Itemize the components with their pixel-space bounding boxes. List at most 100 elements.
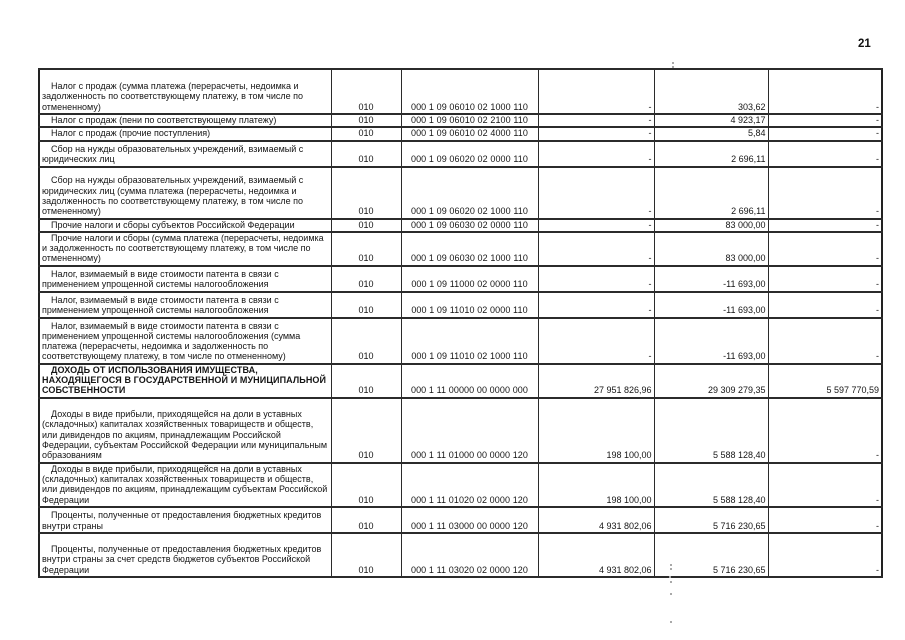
cell-value-deviation: - — [767, 217, 883, 233]
scan-artifact — [670, 621, 672, 623]
table-row: Налог, взимаемый в виде стоимости патент… — [38, 290, 883, 319]
cell-description: Проценты, полученные от предоставления б… — [38, 531, 332, 578]
table-row: Проценты, полученные от предоставления б… — [38, 505, 883, 534]
cell-value-approved: - — [537, 68, 655, 115]
cell-description: Проценты, полученные от предоставления б… — [38, 505, 332, 534]
cell-description: Налог, взимаемый в виде стоимости патент… — [38, 290, 332, 319]
cell-value-deviation: - — [767, 461, 883, 508]
table-row: ДОХОДЬ ОТ ИСПОЛЬЗОВАНИЯ ИМУЩЕСТВА, НАХОД… — [38, 362, 883, 399]
cell-value-executed: -11 693,00 — [653, 290, 769, 319]
cell-description: Налог с продаж (пени по соответствующему… — [38, 112, 332, 129]
cell-line-code: 010 — [330, 396, 402, 464]
cell-value-approved: 198 100,00 — [537, 396, 655, 464]
budget-table: Налог с продаж (сумма платежа (перерасче… — [38, 68, 883, 578]
scan-artifact — [672, 62, 674, 64]
scan-artifact — [670, 581, 672, 583]
cell-value-approved: 198 100,00 — [537, 461, 655, 508]
cell-description: Доходы в виде прибыли, приходящейся на д… — [38, 396, 332, 464]
cell-line-code: 010 — [330, 461, 402, 508]
cell-line-code: 010 — [330, 264, 402, 293]
cell-budget-classification-code: 000 1 11 03020 02 0000 120 — [400, 531, 539, 578]
cell-description: Налог с продаж (прочие поступления) — [38, 126, 332, 142]
table-body: Налог с продаж (сумма платежа (перерасче… — [38, 68, 883, 578]
cell-value-deviation: - — [767, 531, 883, 578]
cell-value-deviation: - — [767, 505, 883, 534]
cell-value-executed: 4 923,17 — [653, 112, 769, 129]
cell-description: Налог с продаж (сумма платежа (перерасче… — [38, 68, 332, 115]
cell-description: Доходы в виде прибыли, приходящейся на д… — [38, 461, 332, 508]
cell-value-deviation: - — [767, 290, 883, 319]
cell-value-executed: 5,84 — [653, 126, 769, 142]
cell-value-approved: 4 931 802,06 — [537, 505, 655, 534]
cell-budget-classification-code: 000 1 09 06020 02 0000 110 — [400, 139, 539, 168]
cell-line-code: 010 — [330, 68, 402, 115]
cell-budget-classification-code: 000 1 09 11010 02 0000 110 — [400, 290, 539, 319]
cell-value-approved: - — [537, 290, 655, 319]
cell-value-approved: 4 931 802,06 — [537, 531, 655, 578]
cell-value-executed: 5 716 230,65 — [653, 505, 769, 534]
cell-budget-classification-code: 000 1 09 06010 02 2100 110 — [400, 112, 539, 129]
cell-value-deviation: - — [767, 68, 883, 115]
cell-value-approved: - — [537, 264, 655, 293]
cell-description: Прочие налоги и сборы (сумма платежа (пе… — [38, 230, 332, 267]
table-row: Налог, взимаемый в виде стоимости патент… — [38, 264, 883, 293]
cell-value-approved: - — [537, 230, 655, 267]
cell-value-executed: 2 696,11 — [653, 139, 769, 168]
cell-value-executed: 5 588 128,40 — [653, 396, 769, 464]
cell-value-executed: 5 716 230,65 — [653, 531, 769, 578]
cell-value-executed: 5 588 128,40 — [653, 461, 769, 508]
cell-value-deviation: - — [767, 126, 883, 142]
cell-description: Прочие налоги и сборы субъектов Российск… — [38, 217, 332, 233]
scan-artifact — [669, 576, 671, 578]
cell-value-executed: -11 693,00 — [653, 264, 769, 293]
cell-value-approved: - — [537, 126, 655, 142]
cell-line-code: 010 — [330, 230, 402, 267]
cell-value-deviation: - — [767, 316, 883, 365]
cell-value-executed: 83 000,00 — [653, 230, 769, 267]
cell-value-approved: - — [537, 316, 655, 365]
cell-line-code: 010 — [330, 531, 402, 578]
cell-value-approved: 27 951 826,96 — [537, 362, 655, 399]
cell-budget-classification-code: 000 1 11 01020 02 0000 120 — [400, 461, 539, 508]
table-row: Налог с продаж (сумма платежа (перерасче… — [38, 68, 883, 115]
cell-description: Сбор на нужды образовательных учреждений… — [38, 139, 332, 168]
scan-artifact — [670, 564, 672, 566]
cell-budget-classification-code: 000 1 11 01000 00 0000 120 — [400, 396, 539, 464]
table-row: Прочие налоги и сборы субъектов Российск… — [38, 217, 883, 233]
cell-value-approved: - — [537, 112, 655, 129]
cell-line-code: 010 — [330, 316, 402, 365]
cell-budget-classification-code: 000 1 09 06020 02 1000 110 — [400, 165, 539, 220]
cell-value-deviation: 5 597 770,59 — [767, 362, 883, 399]
table-row: Налог, взимаемый в виде стоимости патент… — [38, 316, 883, 365]
cell-line-code: 010 — [330, 505, 402, 534]
page-number: 21 — [858, 38, 871, 50]
cell-value-deviation: - — [767, 396, 883, 464]
cell-description: ДОХОДЬ ОТ ИСПОЛЬЗОВАНИЯ ИМУЩЕСТВА, НАХОД… — [38, 362, 332, 399]
cell-budget-classification-code: 000 1 09 06010 02 1000 110 — [400, 68, 539, 115]
table-row: Прочие налоги и сборы (сумма платежа (пе… — [38, 230, 883, 267]
cell-budget-classification-code: 000 1 09 11000 02 0000 110 — [400, 264, 539, 293]
cell-line-code: 010 — [330, 139, 402, 168]
table-row: Сбор на нужды образовательных учреждений… — [38, 165, 883, 220]
cell-value-executed: 303,62 — [653, 68, 769, 115]
cell-line-code: 010 — [330, 112, 402, 129]
table-row: Налог с продаж (пени по соответствующему… — [38, 112, 883, 129]
table-row: Доходы в виде прибыли, приходящейся на д… — [38, 396, 883, 464]
cell-value-executed: 29 309 279,35 — [653, 362, 769, 399]
cell-value-deviation: - — [767, 139, 883, 168]
cell-value-approved: - — [537, 217, 655, 233]
budget-report-table: Налог с продаж (сумма платежа (перерасче… — [38, 68, 883, 578]
cell-line-code: 010 — [330, 362, 402, 399]
cell-value-approved: - — [537, 165, 655, 220]
cell-value-executed: -11 693,00 — [653, 316, 769, 365]
table-row: Сбор на нужды образовательных учреждений… — [38, 139, 883, 168]
cell-value-deviation: - — [767, 264, 883, 293]
scan-artifact — [670, 568, 672, 570]
cell-budget-classification-code: 000 1 09 06030 02 0000 110 — [400, 217, 539, 233]
cell-value-executed: 83 000,00 — [653, 217, 769, 233]
cell-description: Налог, взимаемый в виде стоимости патент… — [38, 316, 332, 365]
scan-artifact — [672, 66, 674, 68]
cell-value-approved: - — [537, 139, 655, 168]
cell-budget-classification-code: 000 1 09 06010 02 4000 110 — [400, 126, 539, 142]
cell-value-deviation: - — [767, 165, 883, 220]
